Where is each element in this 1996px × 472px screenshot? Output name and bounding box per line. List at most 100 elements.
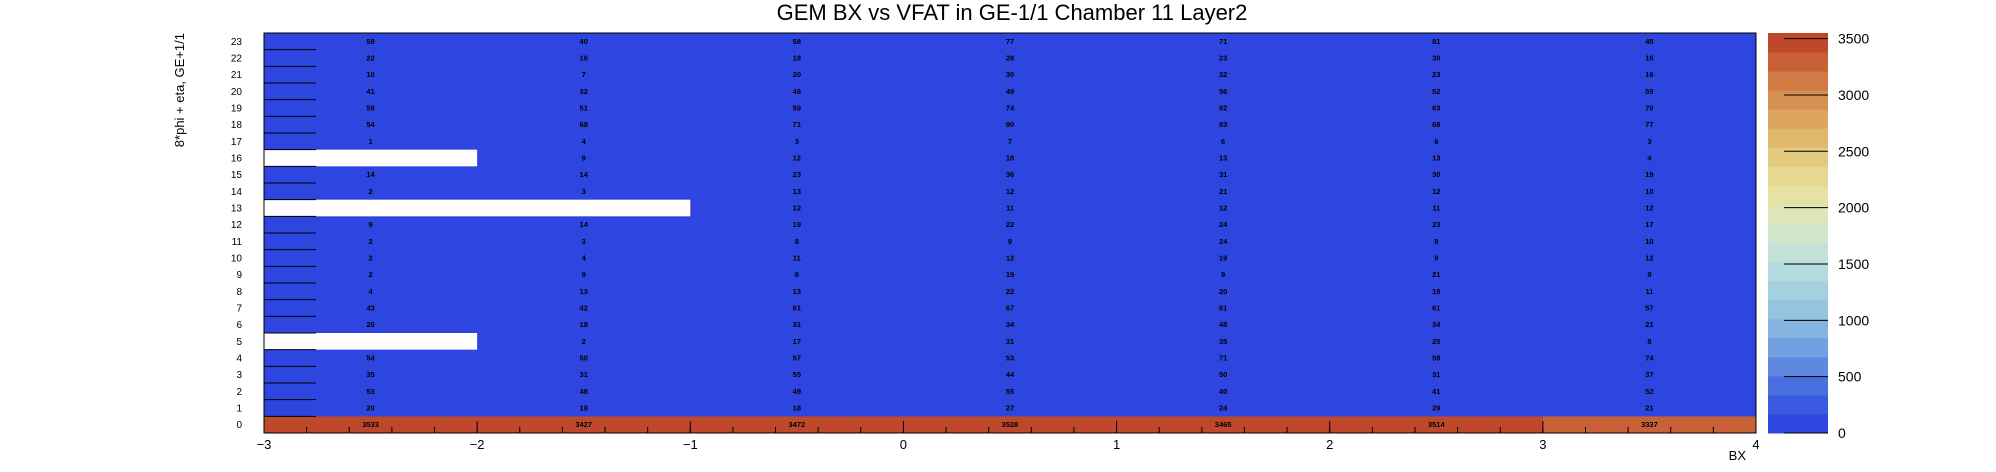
colorbar-segment — [1768, 318, 1828, 339]
cell-value-label: 22 — [366, 54, 374, 63]
heatmap-cell — [477, 316, 691, 333]
heatmap-cell — [264, 399, 478, 417]
plot-frame — [263, 32, 1757, 434]
heatmap-cell — [690, 349, 904, 367]
cell-value-label: 48 — [580, 387, 588, 396]
cell-value-label: 24 — [1219, 404, 1228, 413]
heatmap-cell — [690, 116, 904, 133]
cell-value-label: 23 — [793, 170, 801, 179]
y-tick-label: 6 — [236, 320, 242, 331]
cell-value-label: 3337 — [1641, 420, 1658, 429]
heatmap-cell — [690, 249, 904, 267]
y-tick-label: 23 — [231, 37, 243, 48]
heatmap-cell — [264, 316, 478, 333]
y-tick-label: 14 — [231, 187, 243, 198]
heatmap-cell — [1116, 249, 1330, 267]
heatmap-cell — [477, 99, 691, 117]
heatmap-cell — [1542, 316, 1756, 333]
cell-value-label: 19 — [1645, 170, 1653, 179]
heatmap-cell — [690, 366, 904, 383]
cell-value-label: 63 — [1432, 104, 1440, 113]
cell-value-label: 68 — [1432, 120, 1440, 129]
cell-value-label: 48 — [1219, 320, 1227, 329]
y-tick-label: 21 — [231, 70, 243, 81]
heatmap-cell — [1116, 49, 1330, 67]
heatmap-cell — [1329, 216, 1543, 233]
heatmap-cell — [1542, 33, 1756, 50]
cell-value-label: 12 — [1645, 204, 1653, 213]
cell-value-label: 17 — [1645, 220, 1653, 229]
cell-value-label: 49 — [1006, 87, 1014, 96]
cell-value-label: 9 — [368, 220, 372, 229]
cell-value-label: 9 — [582, 270, 586, 279]
heatmap-cell — [477, 49, 691, 67]
cell-value-label: 82 — [1219, 104, 1227, 113]
heatmap-cell — [1329, 49, 1543, 67]
y-tick-label: 17 — [231, 137, 243, 148]
cell-value-label: 44 — [1006, 370, 1015, 379]
cell-value-label: 8 — [795, 270, 799, 279]
cell-value-label: 31 — [1432, 370, 1440, 379]
x-tick-label: 3 — [1539, 437, 1546, 452]
cell-value-label: 48 — [793, 87, 801, 96]
heatmap-cell — [1542, 349, 1756, 367]
heatmap-cell — [903, 266, 1117, 283]
cell-value-label: 70 — [1645, 104, 1653, 113]
heatmap-cell — [1116, 299, 1330, 317]
heatmap-cell — [903, 33, 1117, 50]
heatmap-cell — [264, 49, 478, 67]
heatmap-cell — [903, 216, 1117, 233]
heatmap-cell — [1542, 233, 1756, 250]
heatmap-cell — [1116, 383, 1330, 400]
heatmap-cell — [903, 99, 1117, 117]
heatmap-cell — [477, 233, 691, 250]
cell-value-label: 59 — [366, 104, 374, 113]
cell-value-label: 54 — [366, 354, 375, 363]
cell-value-label: 57 — [1645, 304, 1653, 313]
heatmap-cell — [1116, 399, 1330, 417]
cell-value-label: 32 — [580, 87, 588, 96]
heatmap-cell — [264, 383, 478, 400]
colorbar-segment — [1768, 394, 1828, 415]
heatmap-cell — [1116, 183, 1330, 200]
cell-value-label: 2 — [368, 254, 372, 263]
cell-value-label: 12 — [1006, 187, 1014, 196]
cell-value-label: 51 — [580, 104, 588, 113]
cell-value-label: 58 — [1432, 354, 1440, 363]
heatmap-cell — [1116, 366, 1330, 383]
heatmap-cell — [1116, 66, 1330, 83]
cell-value-label: 4 — [582, 254, 587, 263]
colorbar-segment — [1768, 33, 1828, 53]
heatmap-cell — [264, 83, 478, 100]
heatmap-cell — [903, 383, 1117, 400]
cell-value-label: 83 — [1219, 120, 1227, 129]
heatmap-cell — [1542, 399, 1756, 417]
heatmap-cell — [477, 166, 691, 183]
heatmap-cell — [1542, 149, 1756, 167]
cell-value-label: 32 — [1219, 70, 1227, 79]
heatmap-cell — [477, 283, 691, 300]
cell-value-label: 28 — [1006, 54, 1014, 63]
heatmap-cell — [1116, 116, 1330, 133]
y-tick-label: 8 — [236, 287, 242, 298]
cell-value-label: 17 — [793, 337, 801, 346]
heatmap-cell — [690, 33, 904, 50]
heatmap-cell — [1116, 199, 1330, 217]
colorbar-segment — [1768, 242, 1828, 263]
y-tick-label: 4 — [236, 354, 242, 365]
heatmap-cell — [903, 249, 1117, 267]
heatmap-cell — [477, 266, 691, 283]
heatmap-cell — [477, 249, 691, 267]
heatmap-cell — [1542, 366, 1756, 383]
cell-value-label: 19 — [1006, 270, 1014, 279]
cell-value-label: 36 — [1006, 170, 1014, 179]
colorbar-segment — [1768, 356, 1828, 377]
cell-value-label: 50 — [580, 354, 588, 363]
y-axis-label: 8*phi + eta, GE+1/1 — [172, 33, 187, 147]
heatmap-cell — [903, 83, 1117, 100]
colorbar-tick-label: 0 — [1838, 425, 1846, 441]
heatmap-cell — [1542, 99, 1756, 117]
y-tick-label: 20 — [231, 87, 243, 98]
heatmap-cell — [477, 183, 691, 200]
heatmap-cell — [690, 66, 904, 83]
